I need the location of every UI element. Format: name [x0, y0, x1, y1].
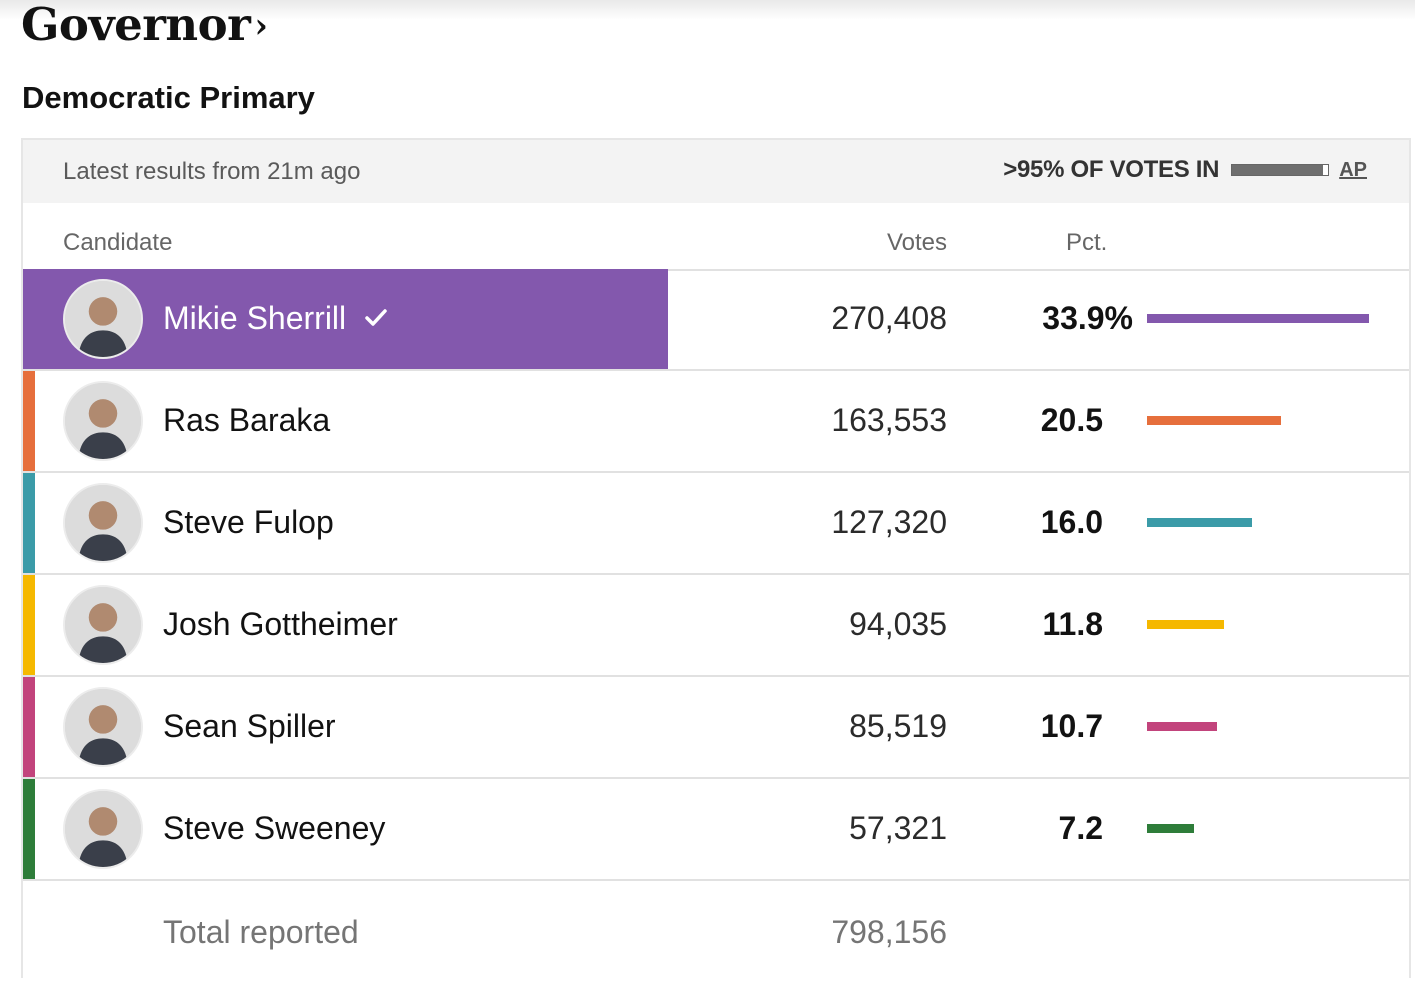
candidate-photo-icon: [63, 687, 143, 767]
candidate-photo-icon: [63, 585, 143, 665]
candidate-pct: 7.2: [1058, 810, 1103, 846]
candidate-row: Josh Gottheimer 94,035 11.8: [23, 575, 1409, 677]
candidate-votes: 163,553: [831, 402, 947, 438]
candidate-row: Sean Spiller 85,519 10.7: [23, 677, 1409, 779]
candidate-name: Sean Spiller: [163, 708, 336, 744]
table-header: Candidate Votes Pct.: [23, 203, 1409, 271]
candidate-name: Steve Fulop: [163, 504, 334, 540]
candidate-pct-bar: [1147, 416, 1281, 425]
total-label: Total reported: [163, 914, 359, 950]
candidate-pct-bar: [1147, 518, 1252, 527]
header-pct: Pct.: [1066, 229, 1108, 256]
header-votes: Votes: [886, 229, 947, 256]
total-row: Total reported 798,156: [23, 881, 1409, 981]
reporting-status: >95% OF VOTES IN AP: [1003, 156, 1367, 184]
page-title-text: Governor: [21, 0, 251, 51]
page-title[interactable]: Governor ›: [21, 0, 268, 58]
votes-in-meter: [1231, 164, 1330, 176]
top-shadow: [0, 0, 1415, 20]
candidate-row: Steve Fulop 127,320 16.0: [23, 473, 1409, 575]
candidate-pct: 33.9%: [1042, 300, 1133, 336]
results-table: Latest results from 21m ago >95% OF VOTE…: [21, 138, 1411, 978]
candidate-color-stripe: [23, 779, 35, 879]
race-label: Democratic Primary: [22, 80, 315, 115]
status-bar: Latest results from 21m ago >95% OF VOTE…: [23, 140, 1409, 203]
candidate-pct: 10.7: [1040, 708, 1103, 744]
candidate-name: Mikie Sherrill: [163, 300, 347, 336]
candidate-name: Ras Baraka: [163, 402, 331, 438]
candidate-row: Steve Sweeney 57,321 7.2: [23, 779, 1409, 881]
candidate-pct: 16.0: [1040, 504, 1103, 540]
chevron-right-icon: ›: [254, 6, 268, 46]
candidate-votes: 85,519: [849, 708, 947, 744]
last-updated: Latest results from 21m ago: [63, 158, 361, 185]
candidate-photo-icon: [63, 483, 143, 563]
votes-in-meter-fill: [1232, 165, 1324, 175]
source-link[interactable]: AP: [1339, 158, 1367, 181]
header-candidate: Candidate: [63, 229, 173, 256]
candidate-color-stripe: [23, 575, 35, 675]
candidate-votes: 270,408: [831, 300, 947, 336]
candidate-votes: 57,321: [849, 810, 947, 846]
candidate-color-stripe: [23, 371, 35, 471]
candidate-votes: 127,320: [831, 504, 947, 540]
winner-check-icon: [365, 309, 387, 326]
candidate-color-stripe: [23, 677, 35, 777]
candidate-row: Mikie Sherrill 270,408 33.9%: [23, 269, 1409, 371]
candidate-votes: 94,035: [849, 606, 947, 642]
candidate-pct: 20.5: [1040, 402, 1103, 438]
candidate-name: Josh Gottheimer: [163, 606, 398, 642]
candidate-photo-icon: [63, 381, 143, 461]
candidate-pct-bar: [1147, 824, 1194, 833]
candidate-photo-icon: [63, 279, 143, 359]
candidate-photo-icon: [63, 789, 143, 869]
candidate-pct-bar: [1147, 620, 1224, 629]
votes-in-label: >95% OF VOTES IN: [1003, 156, 1220, 183]
candidate-pct-bar: [1147, 314, 1369, 323]
candidate-pct-bar: [1147, 722, 1217, 731]
candidate-pct: 11.8: [1042, 606, 1103, 642]
candidate-row: Ras Baraka 163,553 20.5: [23, 371, 1409, 473]
candidate-name: Steve Sweeney: [163, 810, 386, 846]
candidate-color-stripe: [23, 473, 35, 573]
total-votes: 798,156: [831, 914, 947, 950]
